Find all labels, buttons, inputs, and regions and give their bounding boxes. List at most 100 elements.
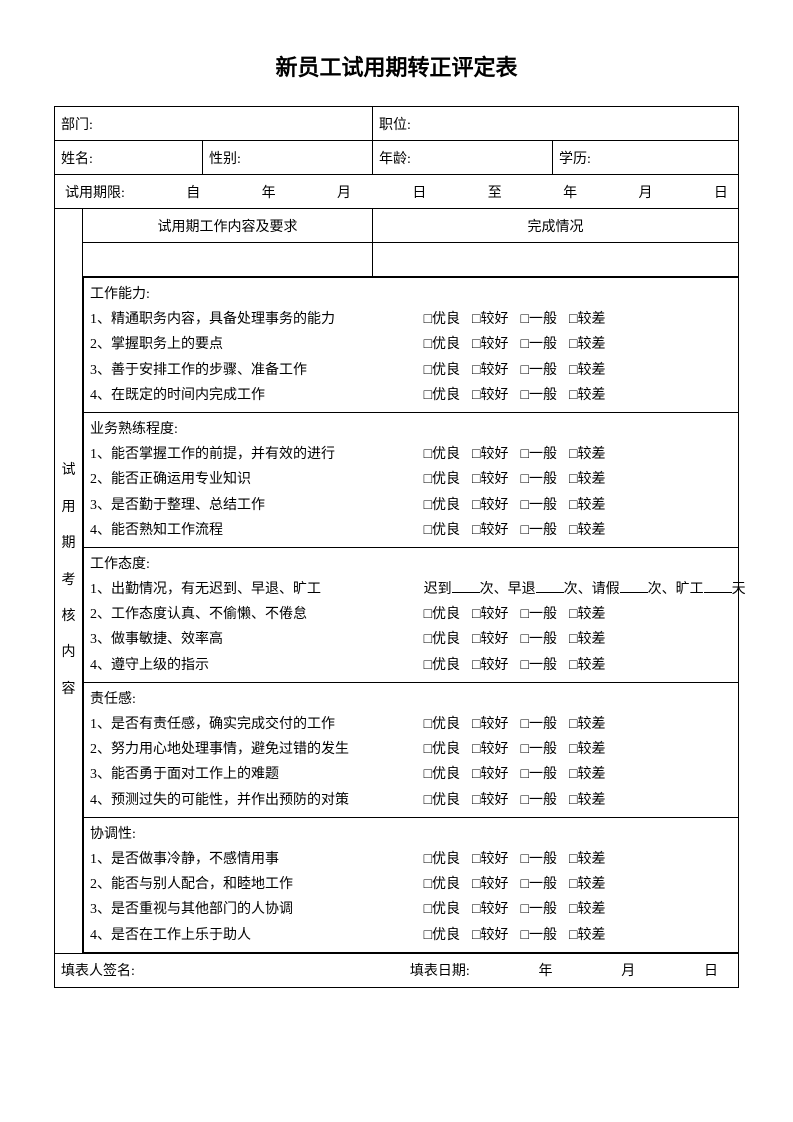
- rating-checkbox[interactable]: □较差: [569, 383, 605, 408]
- rating-checkbox[interactable]: □优良: [424, 788, 460, 813]
- rating-checkbox[interactable]: □一般: [521, 653, 557, 678]
- name-cell[interactable]: 姓名:: [55, 141, 203, 175]
- rating-checkbox[interactable]: □较差: [569, 467, 605, 492]
- rating-checkbox[interactable]: □优良: [424, 923, 460, 948]
- eval-item-row: 3、是否重视与其他部门的人协调□优良□较好□一般□较差: [90, 897, 732, 922]
- rating-checkbox[interactable]: □优良: [424, 712, 460, 737]
- rating-checkbox[interactable]: □一般: [521, 358, 557, 383]
- rating-checkbox[interactable]: □一般: [521, 762, 557, 787]
- rating-checkbox[interactable]: □较差: [569, 788, 605, 813]
- rating-checkbox[interactable]: □较好: [472, 923, 508, 948]
- rating-checkbox[interactable]: □较好: [472, 442, 508, 467]
- rating-checkbox[interactable]: □一般: [521, 872, 557, 897]
- rating-checkbox[interactable]: □较好: [472, 493, 508, 518]
- rating-checkbox[interactable]: □较好: [472, 383, 508, 408]
- rating-checkbox[interactable]: □优良: [424, 897, 460, 922]
- eval-item-text: 2、工作态度认真、不偷懒、不倦怠: [90, 602, 424, 627]
- month-label-2: 月: [639, 182, 653, 202]
- edu-cell[interactable]: 学历:: [553, 141, 739, 175]
- rating-checkbox[interactable]: □较差: [569, 872, 605, 897]
- rating-checkbox[interactable]: □较差: [569, 653, 605, 678]
- gender-cell[interactable]: 性别:: [203, 141, 373, 175]
- rating-checkbox[interactable]: □优良: [424, 602, 460, 627]
- rating-checkbox[interactable]: □较差: [569, 923, 605, 948]
- rating-checkbox[interactable]: □较好: [472, 737, 508, 762]
- age-cell[interactable]: 年龄:: [373, 141, 553, 175]
- from-label: 自: [186, 182, 200, 202]
- rating-checkbox[interactable]: □优良: [424, 627, 460, 652]
- rating-options: □优良 □较好 □一般 □较差: [424, 788, 732, 813]
- rating-checkbox[interactable]: □一般: [521, 788, 557, 813]
- rating-checkbox[interactable]: □较差: [569, 332, 605, 357]
- rating-checkbox[interactable]: □优良: [424, 737, 460, 762]
- rating-checkbox[interactable]: □较差: [569, 762, 605, 787]
- rating-checkbox[interactable]: □较好: [472, 358, 508, 383]
- position-cell[interactable]: 职位:: [373, 107, 739, 141]
- rating-checkbox[interactable]: □优良: [424, 518, 460, 543]
- rating-checkbox[interactable]: □优良: [424, 442, 460, 467]
- rating-checkbox[interactable]: □较好: [472, 762, 508, 787]
- rating-checkbox[interactable]: □优良: [424, 872, 460, 897]
- rating-checkbox[interactable]: □较好: [472, 872, 508, 897]
- rating-checkbox[interactable]: □较差: [569, 442, 605, 467]
- rating-checkbox[interactable]: □较好: [472, 627, 508, 652]
- rating-checkbox[interactable]: □优良: [424, 358, 460, 383]
- rating-checkbox[interactable]: □较好: [472, 847, 508, 872]
- eval-section-header: 责任感:: [90, 687, 732, 712]
- period-label: 试用期限:: [65, 182, 125, 202]
- rating-checkbox[interactable]: □优良: [424, 762, 460, 787]
- rating-checkbox[interactable]: □优良: [424, 332, 460, 357]
- rating-checkbox[interactable]: □一般: [521, 383, 557, 408]
- rating-checkbox[interactable]: □一般: [521, 493, 557, 518]
- rating-checkbox[interactable]: □较好: [472, 653, 508, 678]
- rating-checkbox[interactable]: □较好: [472, 602, 508, 627]
- rating-checkbox[interactable]: □优良: [424, 847, 460, 872]
- eval-item-text: 3、善于安排工作的步骤、准备工作: [90, 358, 424, 383]
- rating-checkbox[interactable]: □较差: [569, 602, 605, 627]
- rating-checkbox[interactable]: □优良: [424, 467, 460, 492]
- rating-checkbox[interactable]: □一般: [521, 847, 557, 872]
- rating-options: □优良 □较好 □一般 □较差: [424, 467, 732, 492]
- rating-checkbox[interactable]: □较差: [569, 627, 605, 652]
- rating-checkbox[interactable]: □一般: [521, 737, 557, 762]
- rating-checkbox[interactable]: □一般: [521, 602, 557, 627]
- rating-checkbox[interactable]: □一般: [521, 712, 557, 737]
- rating-checkbox[interactable]: □较差: [569, 518, 605, 543]
- rating-checkbox[interactable]: □较差: [569, 358, 605, 383]
- trial-period-cell[interactable]: 试用期限: 自 年 月 日 至 年 月 日: [55, 176, 738, 208]
- signer-label[interactable]: 填表人签名:: [61, 960, 410, 980]
- fill-date-area[interactable]: 填表日期: 年 月 日: [410, 960, 732, 980]
- rating-checkbox[interactable]: □优良: [424, 383, 460, 408]
- rating-checkbox[interactable]: □优良: [424, 653, 460, 678]
- rating-checkbox[interactable]: □较差: [569, 897, 605, 922]
- rating-options: □优良 □较好 □一般 □较差: [424, 653, 732, 678]
- rating-checkbox[interactable]: □较好: [472, 712, 508, 737]
- rating-checkbox[interactable]: □较差: [569, 737, 605, 762]
- eval-item-text: 1、出勤情况，有无迟到、早退、旷工: [90, 577, 424, 602]
- rating-checkbox[interactable]: □较好: [472, 332, 508, 357]
- attendance-fill[interactable]: 迟到次、早退次、请假次、旷工天: [424, 577, 746, 602]
- rating-checkbox[interactable]: □较好: [472, 307, 508, 332]
- work-content-area[interactable]: [83, 243, 373, 277]
- rating-checkbox[interactable]: □一般: [521, 332, 557, 357]
- rating-checkbox[interactable]: □较好: [472, 467, 508, 492]
- rating-checkbox[interactable]: □优良: [424, 307, 460, 332]
- eval-item-row: 3、做事敏捷、效率高□优良□较好□一般□较差: [90, 627, 732, 652]
- rating-checkbox[interactable]: □较差: [569, 493, 605, 518]
- rating-checkbox[interactable]: □较差: [569, 307, 605, 332]
- rating-checkbox[interactable]: □一般: [521, 442, 557, 467]
- rating-checkbox[interactable]: □一般: [521, 627, 557, 652]
- rating-checkbox[interactable]: □优良: [424, 493, 460, 518]
- rating-checkbox[interactable]: □一般: [521, 923, 557, 948]
- rating-checkbox[interactable]: □一般: [521, 897, 557, 922]
- rating-checkbox[interactable]: □较好: [472, 518, 508, 543]
- rating-checkbox[interactable]: □一般: [521, 518, 557, 543]
- completion-area[interactable]: [373, 243, 739, 277]
- dept-cell[interactable]: 部门:: [55, 107, 373, 141]
- rating-checkbox[interactable]: □较好: [472, 897, 508, 922]
- rating-checkbox[interactable]: □较好: [472, 788, 508, 813]
- rating-checkbox[interactable]: □较差: [569, 712, 605, 737]
- rating-checkbox[interactable]: □较差: [569, 847, 605, 872]
- rating-checkbox[interactable]: □一般: [521, 307, 557, 332]
- rating-checkbox[interactable]: □一般: [521, 467, 557, 492]
